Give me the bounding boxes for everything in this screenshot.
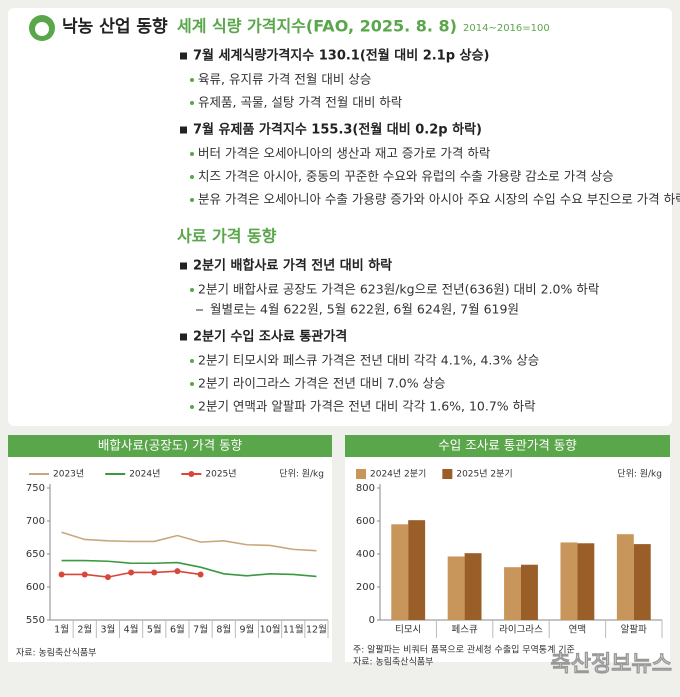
sub-text: 월별로는 4월 622원, 5월 622원, 6월 624원, 7월 619원: [210, 302, 519, 317]
page-title: 낙농 산업 동향: [62, 16, 168, 37]
bullet-text: 유제품, 곡물, 설탕 가격 전월 대비 하락: [198, 95, 403, 110]
point: [128, 569, 135, 576]
x-tick-label: 5월: [147, 624, 162, 636]
bar: [560, 542, 578, 620]
x-tick-label: 10월: [260, 624, 281, 636]
x-tick-label: 8월: [216, 624, 231, 636]
watermark: 축산정보뉴스: [551, 652, 672, 677]
y-tick-label: 700: [26, 516, 45, 527]
source: 자료: 농림축산식품부: [353, 656, 433, 668]
y-tick-label: 0: [369, 615, 375, 626]
chart-title: 수입 조사료 통관가격 동향: [438, 438, 577, 453]
unit-label: 단위: 원/kg: [279, 469, 324, 480]
bar: [391, 524, 409, 620]
y-tick-label: 800: [356, 483, 375, 494]
point: [174, 568, 181, 575]
legend-label: 2025년 2분기: [456, 469, 512, 480]
x-tick-label: 12월: [306, 624, 327, 636]
y-tick-label: 750: [26, 483, 45, 494]
item-title: 2분기 배합사료 가격 전년 대비 하락: [193, 258, 392, 274]
chart-header: [8, 435, 332, 457]
legend-swatch: [356, 469, 366, 479]
bar: [633, 544, 651, 620]
y-tick-label: 400: [356, 549, 375, 560]
bullet-text: 2분기 연맥과 알팔파 가격은 전년 대비 각각 1.6%, 10.7% 하락: [198, 399, 536, 414]
bullet-dot: [190, 101, 194, 105]
bullet-text: 치즈 가격은 아시아, 중동의 꾸준한 수요와 유럽의 수출 가용량 감소로 가…: [198, 169, 614, 184]
y-tick-label: 600: [356, 516, 375, 527]
bullet-text: 2분기 배합사료 공장도 가격은 623원/kg으로 전년(636원) 대비 2…: [198, 282, 600, 297]
item-title: 7월 세계식량가격지수 130.1(전월 대비 2.1p 상승): [193, 48, 489, 64]
bullet-dot: [190, 288, 194, 292]
legend-marker: [188, 471, 195, 477]
x-tick-label: 4월: [124, 624, 139, 636]
legend-label: 2024년: [129, 469, 160, 480]
line-series: [61, 559, 317, 578]
chart-panel: [8, 435, 332, 662]
point: [104, 574, 111, 581]
x-tick-label: 7월: [193, 624, 208, 636]
x-tick-label: 알팔파: [621, 624, 647, 636]
point: [151, 569, 158, 576]
legend-label: 2024년 2분기: [370, 469, 426, 480]
source: 자료: 농림축산식품부: [16, 647, 96, 659]
point: [197, 571, 204, 578]
section-note: 2014~2016=100: [463, 23, 550, 34]
x-tick-label: 티모시: [395, 625, 421, 636]
unit-label: 단위: 원/kg: [617, 469, 662, 480]
x-tick-label: 3월: [101, 624, 116, 636]
icon-face: [35, 22, 49, 36]
x-tick-label: 라이그라스: [499, 625, 543, 636]
y-tick-label: 550: [26, 615, 45, 626]
item-title: 2분기 수입 조사료 통관가격: [193, 329, 347, 345]
x-tick-label: 11월: [283, 624, 304, 636]
point: [58, 571, 65, 578]
bullet-text: 2분기 라이그라스 가격은 전년 대비 7.0% 상승: [198, 376, 446, 391]
bar: [504, 567, 521, 620]
bar: [616, 534, 634, 620]
line-series: [61, 531, 317, 552]
x-tick-label: 6월: [170, 624, 185, 636]
bullet-dot: [190, 175, 194, 179]
y-tick-label: 200: [356, 582, 375, 593]
x-tick-label: 1월: [54, 624, 69, 636]
bullet-dot: [190, 405, 194, 409]
item-title: 7월 유제품 가격지수 155.3(전월 대비 0.2p 하락): [193, 122, 482, 138]
item-marker: [180, 52, 187, 60]
x-tick-label: 연맥: [569, 625, 586, 636]
section-heading: 사료 가격 동향: [177, 227, 277, 246]
bullet-dot: [190, 78, 194, 82]
bar: [447, 556, 465, 620]
bullet-text: 육류, 유지류 가격 전월 대비 상승: [198, 72, 371, 87]
section-heading: 세계 식량 가격지수(FAO, 2025. 8. 8): [177, 17, 457, 36]
item-marker: [180, 262, 187, 270]
note: 주: 알팔파는 비쿼터 품목으로 관세청 수출입 무역통계 기준: [353, 644, 575, 656]
bullet-text: 버터 가격은 오세아니아의 생산과 재고 증가로 가격 하락: [198, 146, 491, 161]
bullet-text: 2분기 티모시와 페스큐 가격은 전년 대비 각각 4.1%, 4.3% 상승: [198, 353, 539, 368]
x-tick-label: 페스큐: [451, 625, 477, 636]
bar: [577, 543, 595, 620]
item-marker: [180, 333, 187, 341]
chart-title: 배합사료(공장도) 가격 동향: [98, 438, 243, 453]
bullet-dot: [190, 198, 194, 202]
bar: [408, 520, 426, 620]
x-tick-label: 9월: [240, 624, 255, 636]
chart-header: [345, 435, 670, 457]
bar: [521, 564, 538, 620]
point: [81, 571, 88, 578]
top-panel: [8, 8, 672, 426]
legend-label: 2023년: [53, 469, 84, 480]
item-marker: [180, 126, 187, 134]
y-tick-label: 600: [26, 582, 45, 593]
bullet-text: 분유 가격은 오세아니아 수출 가용량 증가와 아시아 주요 시장의 수입 수요…: [198, 192, 680, 207]
y-tick-label: 650: [26, 549, 45, 560]
bullet-dot: [190, 359, 194, 363]
bar: [464, 553, 482, 620]
x-tick-label: 2월: [77, 624, 92, 636]
legend-label: 2025년: [205, 469, 236, 480]
legend-swatch: [442, 469, 453, 479]
bullet-dot: [190, 152, 194, 156]
bullet-dot: [190, 382, 194, 386]
